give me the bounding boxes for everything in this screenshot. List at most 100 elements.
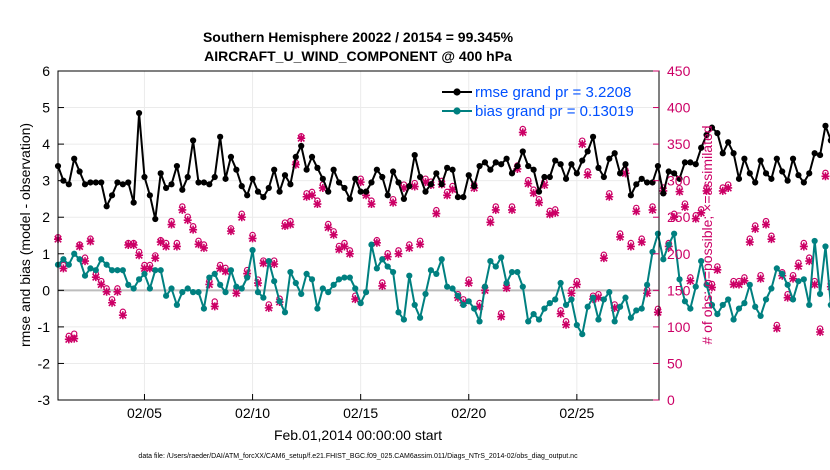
- bias-point: [395, 309, 402, 316]
- obs-assimilated-point: [183, 216, 192, 225]
- bias-point: [671, 230, 678, 237]
- rmse-point: [698, 144, 705, 151]
- obs-assimilated-point: [740, 276, 749, 285]
- bias-point: [725, 296, 732, 303]
- y2-tick-label: 250: [667, 209, 691, 225]
- rmse-point: [481, 159, 489, 166]
- bias-point: [476, 318, 483, 325]
- rmse-point: [595, 164, 602, 171]
- y-tick-label: 5: [42, 100, 50, 116]
- obs-assimilated-point: [59, 264, 68, 273]
- rmse-point: [152, 215, 159, 223]
- bias-point: [206, 274, 213, 281]
- rmse-point: [546, 173, 553, 181]
- bias-point: [622, 294, 629, 301]
- rmse-point: [552, 157, 559, 164]
- rmse-point: [816, 151, 824, 159]
- obs-assimilated-point: [253, 279, 262, 288]
- rmse-point: [352, 175, 359, 182]
- bias-point: [654, 230, 662, 237]
- rmse-point: [741, 155, 748, 162]
- obs-assimilated-point: [394, 249, 403, 258]
- rmse-point: [460, 194, 467, 201]
- bias-point: [687, 305, 694, 312]
- bias-point: [411, 301, 418, 309]
- bias-point: [400, 316, 407, 323]
- rmse-point: [330, 166, 337, 173]
- bias-point: [119, 267, 126, 274]
- obs-assimilated-point: [129, 241, 138, 250]
- bias-point: [98, 256, 105, 263]
- bias-point: [271, 278, 278, 285]
- bias-point: [789, 296, 797, 303]
- obs-assimilated-point: [572, 280, 581, 289]
- rmse-point: [389, 168, 397, 175]
- obs-assimilated-point: [713, 265, 722, 274]
- bias-point: [238, 285, 245, 292]
- obs-assimilated-point: [324, 223, 333, 232]
- rmse-point: [98, 179, 105, 186]
- bias-point: [584, 303, 591, 310]
- y-tick-label: -3: [38, 392, 51, 408]
- bias-point: [822, 243, 829, 250]
- rmse-point: [325, 188, 332, 195]
- obs-assimilated-point: [156, 238, 165, 247]
- rmse-point: [508, 170, 516, 177]
- rmse-point: [714, 130, 721, 137]
- obs-assimilated-point: [410, 182, 419, 191]
- obs-assimilated-point: [226, 227, 235, 236]
- rmse-point: [211, 173, 218, 181]
- obs-assimilated-point: [745, 238, 754, 247]
- y2-tick-label: 0: [667, 392, 675, 408]
- obs-assimilated-point: [313, 200, 322, 209]
- rmse-point: [573, 170, 580, 177]
- bias-point: [319, 285, 326, 292]
- rmse-point: [227, 153, 235, 161]
- obs-assimilated-point: [670, 213, 679, 222]
- rmse-point: [519, 148, 526, 155]
- bias-point: [141, 270, 148, 277]
- rmse-point: [768, 175, 775, 182]
- obs-assimilated-point: [167, 220, 176, 229]
- rmse-point: [562, 175, 570, 182]
- bias-point: [384, 263, 391, 270]
- obs-assimilated-point: [389, 198, 398, 207]
- obs-assimilated-point: [302, 192, 311, 201]
- rmse-point: [373, 166, 380, 173]
- bias-point: [195, 289, 202, 296]
- legend-label-rmse: rmse grand pr = 3.2208: [475, 84, 631, 101]
- x-tick-label: 02/20: [451, 405, 486, 421]
- bias-point: [784, 281, 791, 288]
- obs-assimilated-point: [562, 320, 571, 329]
- bias-point: [487, 257, 494, 265]
- obs-assimilated-point: [113, 287, 122, 296]
- rmse-point: [654, 162, 662, 170]
- obs-assimilated-point: [643, 289, 652, 298]
- obs-assimilated-point: [502, 284, 511, 293]
- y2-tick-label: 450: [667, 63, 691, 79]
- y-tick-label: 1: [42, 246, 50, 262]
- rmse-point: [681, 159, 689, 166]
- bias-point: [768, 285, 775, 292]
- bias-point: [757, 312, 764, 320]
- obs-assimilated-point: [345, 249, 354, 258]
- chart-title: Southern Hemisphere 20022 / 20154 = 99.3…: [203, 29, 514, 45]
- rmse-point: [725, 139, 732, 146]
- obs-assimilated-point: [81, 257, 90, 266]
- bias-point: [308, 276, 316, 283]
- obs-assimilated-point: [297, 134, 306, 143]
- rmse-point: [119, 181, 126, 188]
- bias-point: [125, 281, 132, 288]
- rmse-point: [303, 166, 310, 173]
- obs-assimilated-point: [351, 295, 360, 304]
- obs-assimilated-point: [329, 230, 338, 239]
- bias-point: [292, 279, 299, 287]
- rmse-point: [379, 173, 386, 181]
- y-tick-label: -2: [38, 355, 51, 371]
- obs-assimilated-point: [151, 254, 160, 263]
- rmse-point: [357, 188, 364, 195]
- bias-point: [660, 256, 667, 263]
- obs-assimilated-point: [718, 186, 727, 195]
- y2-tick-label: 200: [667, 246, 691, 262]
- bias-point: [471, 305, 478, 312]
